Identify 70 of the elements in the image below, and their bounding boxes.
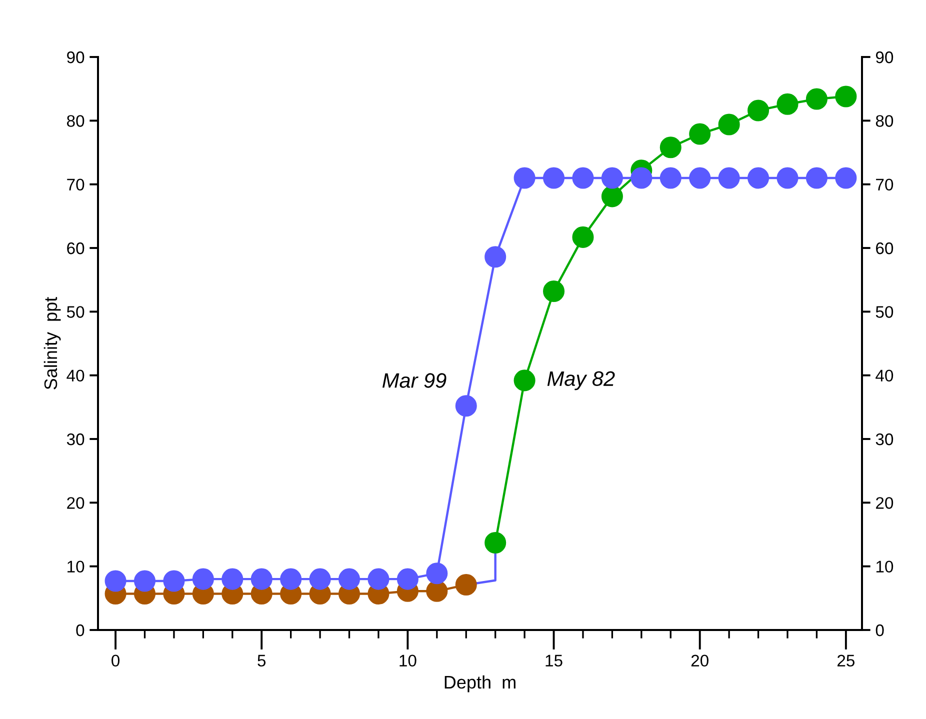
y-tick-label: 40 [66, 370, 84, 382]
point [689, 167, 711, 189]
point [222, 568, 244, 590]
point [689, 123, 711, 145]
y2-tick-label: 0 [876, 624, 884, 636]
x-axis-title: Depth m [444, 675, 516, 692]
y2-tick-label: 80 [876, 115, 894, 127]
point [601, 186, 623, 208]
y2-tick-label: 20 [876, 497, 894, 509]
point [455, 574, 477, 596]
y-tick-label: 0 [76, 624, 84, 636]
point [601, 167, 623, 189]
annotation: Mar 99 [382, 373, 446, 388]
x-tick-label: 5 [258, 654, 266, 667]
point [835, 167, 857, 189]
point [543, 280, 565, 302]
point [484, 246, 506, 268]
point [718, 114, 740, 136]
x-tick-label: 25 [838, 654, 855, 667]
point [250, 568, 272, 590]
point [718, 167, 740, 189]
point [514, 370, 536, 392]
point [660, 136, 682, 158]
point [396, 568, 418, 590]
point [134, 570, 156, 592]
y-tick-label: 90 [67, 51, 84, 64]
point [426, 562, 448, 584]
y-tick-label: 80 [66, 115, 84, 127]
point [572, 226, 594, 248]
y2-tick-label: 40 [876, 370, 894, 382]
point [806, 167, 828, 189]
point [192, 568, 214, 590]
point [484, 532, 506, 554]
point [514, 167, 536, 189]
point [776, 167, 798, 189]
point [543, 167, 565, 189]
point [163, 570, 185, 592]
y-tick-label: 50 [66, 306, 84, 318]
x-tick-label: 10 [400, 654, 416, 667]
annotation: May 82 [547, 371, 615, 390]
y2-tick-label: 30 [876, 433, 894, 446]
y-tick-label: 70 [67, 178, 84, 191]
point [280, 568, 302, 590]
point [660, 167, 682, 189]
y2-tick-label: 10 [876, 560, 894, 573]
point [806, 88, 828, 110]
point [426, 580, 448, 602]
y-tick-label: 30 [66, 433, 84, 446]
y-tick-label: 10 [68, 560, 84, 573]
point [368, 568, 390, 590]
x-tick-label: 0 [112, 654, 120, 667]
y2-tick-label: 50 [876, 306, 894, 318]
point [748, 100, 770, 122]
point [104, 570, 126, 592]
x-tick-label: 20 [691, 654, 708, 667]
point [309, 568, 331, 590]
point [572, 167, 594, 189]
point [630, 167, 652, 189]
point [748, 167, 770, 189]
x-tick-label: 15 [546, 654, 562, 667]
y-axis-title: Salinity ppt [44, 296, 61, 390]
point [776, 93, 798, 115]
point [455, 395, 477, 417]
point [835, 86, 857, 108]
y2-tick-label: 60 [876, 242, 894, 254]
y-tick-label: 20 [67, 497, 84, 509]
y-tick-label: 60 [67, 242, 84, 254]
y2-tick-label: 70 [876, 178, 894, 191]
point [338, 568, 360, 590]
y2-tick-label: 90 [876, 51, 894, 64]
